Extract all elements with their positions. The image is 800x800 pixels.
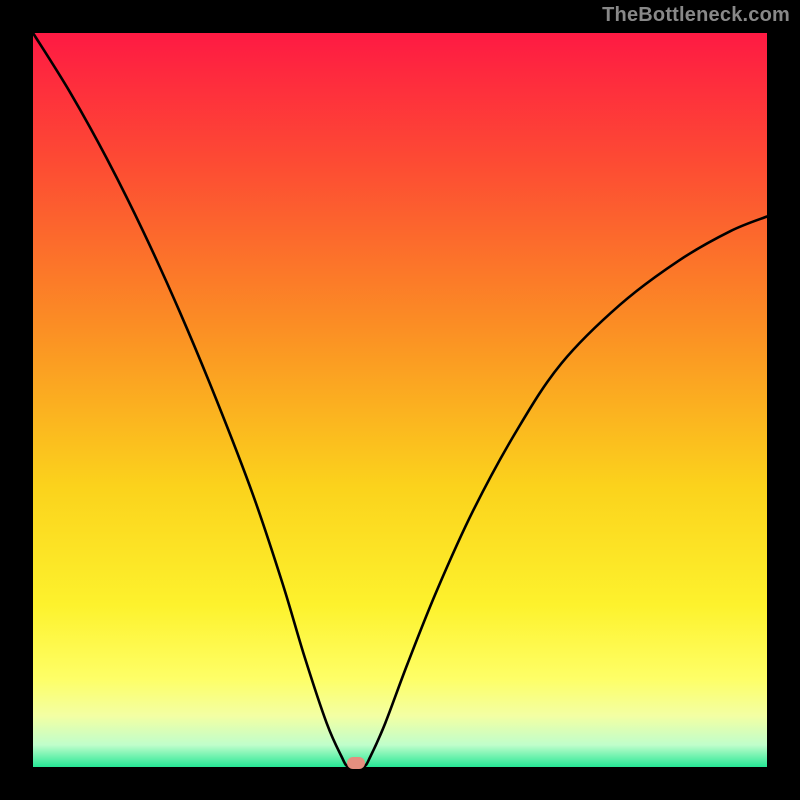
bottleneck-chart [0,0,800,800]
watermark-text: TheBottleneck.com [602,4,790,27]
chart-container: TheBottleneck.com [0,0,800,800]
dip-marker [347,757,365,769]
plot-background-gradient [33,33,767,767]
